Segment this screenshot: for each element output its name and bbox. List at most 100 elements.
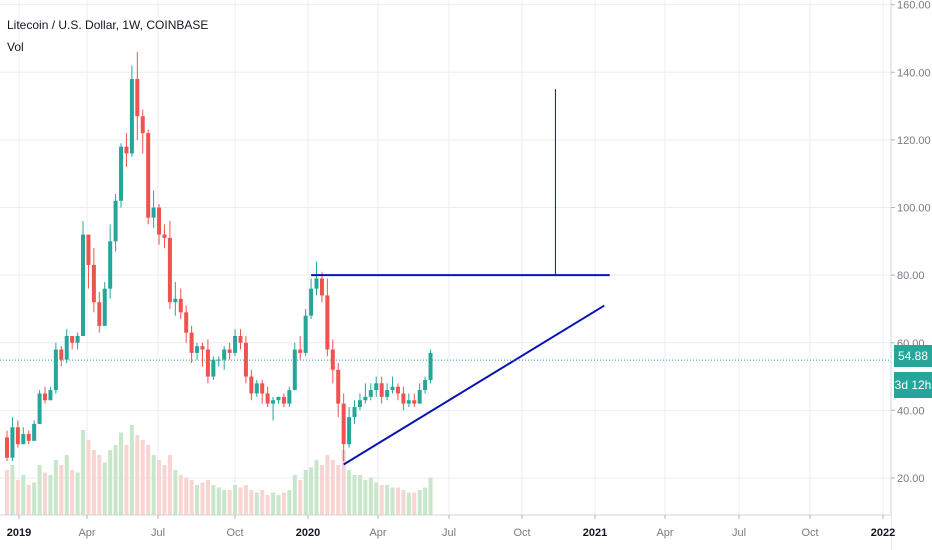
y-tick-label: 20.00	[897, 473, 925, 485]
volume-bar	[21, 475, 26, 515]
volume-bar	[309, 467, 314, 515]
volume-bar	[140, 440, 145, 515]
candle-series	[5, 51, 433, 462]
volume-bar	[336, 465, 341, 515]
candle-body	[298, 349, 303, 353]
candle-body	[211, 359, 216, 377]
volume-bar	[59, 465, 64, 515]
volume-bar	[406, 492, 411, 515]
volume-bar	[5, 470, 9, 515]
candle-body	[428, 352, 433, 380]
volume-bar	[249, 490, 254, 515]
x-tick-label: Oct	[801, 527, 818, 539]
volume-bar	[423, 487, 428, 515]
candle-body	[347, 417, 352, 445]
drawing-layer[interactable]	[311, 89, 610, 466]
candle-body	[91, 264, 96, 303]
x-tick-label: 2021	[583, 527, 607, 539]
candle-body	[238, 335, 243, 343]
volume-bar	[184, 477, 189, 515]
candle-body	[10, 427, 15, 458]
candle-body	[129, 79, 134, 154]
candle-body	[75, 335, 80, 343]
volume-bar	[417, 490, 422, 515]
candle-body	[417, 390, 422, 404]
y-tick-label: 100.00	[897, 203, 931, 215]
volume-bar	[412, 492, 417, 515]
volume-bar	[265, 495, 270, 515]
volume-bar	[162, 465, 167, 515]
volume-bar	[189, 480, 194, 515]
volume-bar	[135, 435, 140, 515]
candle-body	[37, 393, 42, 424]
candle-body	[412, 400, 417, 404]
volume-bar	[108, 450, 113, 515]
volume-bar	[319, 465, 324, 515]
candle-body	[146, 133, 151, 218]
candle-body	[287, 390, 292, 404]
volume-bar	[200, 482, 205, 515]
volume-bar	[238, 487, 243, 515]
volume-bar	[390, 487, 395, 515]
candle-body	[119, 146, 124, 201]
volume-bar	[227, 490, 232, 515]
volume-bar	[81, 430, 86, 515]
volume-bar	[37, 465, 42, 515]
volume-bar	[385, 485, 390, 515]
candle-body	[64, 335, 69, 360]
candle-body	[363, 396, 368, 401]
candle-body	[32, 423, 37, 441]
candle-body	[292, 349, 297, 391]
candle-body	[395, 386, 400, 394]
candle-body	[271, 400, 276, 404]
volume-bar	[325, 455, 330, 515]
volume-indicator-label[interactable]: Vol	[7, 40, 24, 54]
candle-body	[374, 383, 379, 391]
volume-bar	[341, 450, 346, 515]
candle-body	[184, 312, 189, 333]
y-tick-label: 80.00	[897, 270, 925, 282]
volume-bar	[347, 470, 352, 515]
y-tick-label: 140.00	[897, 67, 931, 79]
volume-bar	[222, 490, 227, 515]
symbol-title[interactable]: Litecoin / U.S. Dollar, 1W, COINBASE	[7, 18, 209, 32]
candle-body	[390, 386, 395, 391]
volume-bar	[260, 490, 265, 515]
volume-bar	[233, 485, 238, 515]
candle-body	[5, 437, 9, 458]
candle-body	[59, 349, 64, 360]
candle-body	[227, 349, 232, 353]
candle-body	[352, 406, 357, 418]
y-tick-label: 120.00	[897, 135, 931, 147]
candle-body	[167, 237, 172, 303]
volume-bar	[368, 477, 373, 515]
candle-body	[151, 207, 156, 218]
volume-bar	[395, 487, 400, 515]
volume-bar	[53, 460, 58, 515]
volume-bar	[379, 485, 384, 515]
candle-body	[216, 359, 221, 361]
volume-bar	[216, 487, 221, 515]
volume-bar	[401, 490, 406, 515]
candle-body	[368, 390, 373, 397]
candle-body	[341, 403, 346, 445]
volume-bar	[205, 480, 210, 515]
volume-bar	[287, 490, 292, 515]
volume-bar	[157, 460, 162, 515]
volume-bar	[102, 462, 107, 515]
candle-body	[173, 298, 178, 303]
candle-body	[319, 278, 324, 296]
volume-bar	[64, 455, 69, 515]
candle-body	[249, 376, 254, 394]
candle-body	[102, 288, 107, 326]
x-tick-label: 2022	[871, 527, 895, 539]
candle-body	[233, 335, 238, 353]
y-axis-background	[891, 0, 932, 550]
volume-bar	[26, 485, 31, 515]
volume-bar	[113, 445, 118, 515]
volume-bar	[281, 492, 286, 515]
candle-body	[140, 116, 145, 134]
candle-body	[15, 427, 20, 445]
volume-bar	[243, 485, 248, 515]
